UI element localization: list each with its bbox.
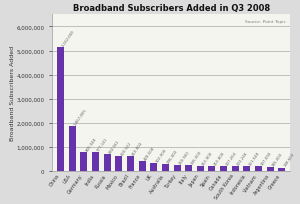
Y-axis label: Broadband Subscribers Added: Broadband Subscribers Added: [10, 46, 15, 141]
Text: 620,522: 620,522: [120, 141, 132, 156]
Bar: [255, 166, 262, 171]
Text: 1,867,805: 1,867,805: [73, 108, 88, 126]
Bar: [150, 164, 157, 171]
Text: 197,090: 197,090: [260, 151, 272, 166]
Text: 296,400: 296,400: [167, 148, 179, 164]
Bar: [244, 166, 250, 171]
Text: 692,561: 692,561: [108, 139, 121, 154]
Title: Broadband Subscribers Added in Q3 2008: Broadband Subscribers Added in Q3 2008: [73, 4, 270, 13]
Bar: [103, 155, 110, 171]
Text: 610,800: 610,800: [131, 141, 144, 156]
Text: 207,264: 207,264: [225, 150, 237, 166]
Text: 245,000: 245,000: [190, 150, 203, 165]
Bar: [162, 164, 169, 171]
Bar: [115, 156, 122, 171]
Text: 322,900: 322,900: [155, 147, 167, 163]
Bar: [173, 165, 181, 171]
Bar: [232, 166, 239, 171]
Bar: [80, 152, 87, 171]
Text: 805,048: 805,048: [85, 136, 98, 151]
Bar: [185, 165, 192, 171]
Text: 185,000: 185,000: [272, 151, 284, 166]
Text: 210,900: 210,900: [202, 150, 214, 166]
Bar: [139, 161, 145, 171]
Bar: [220, 166, 227, 171]
Bar: [68, 126, 76, 171]
Bar: [197, 166, 204, 171]
Bar: [127, 157, 134, 171]
Bar: [267, 167, 274, 171]
Bar: [278, 168, 286, 171]
Text: 148,600: 148,600: [283, 152, 296, 167]
Text: 5,162,660: 5,162,660: [61, 29, 76, 47]
Text: 210,800: 210,800: [213, 150, 226, 166]
Text: 250,560: 250,560: [178, 150, 190, 165]
Bar: [57, 47, 64, 171]
Text: Source: Point Topic: Source: Point Topic: [244, 20, 285, 24]
Text: 777,141: 777,141: [97, 137, 109, 152]
Bar: [208, 166, 215, 171]
Text: 203,246: 203,246: [236, 151, 249, 166]
Text: 221,548: 221,548: [248, 150, 261, 165]
Text: 428,508: 428,508: [143, 145, 156, 161]
Bar: [92, 153, 99, 171]
